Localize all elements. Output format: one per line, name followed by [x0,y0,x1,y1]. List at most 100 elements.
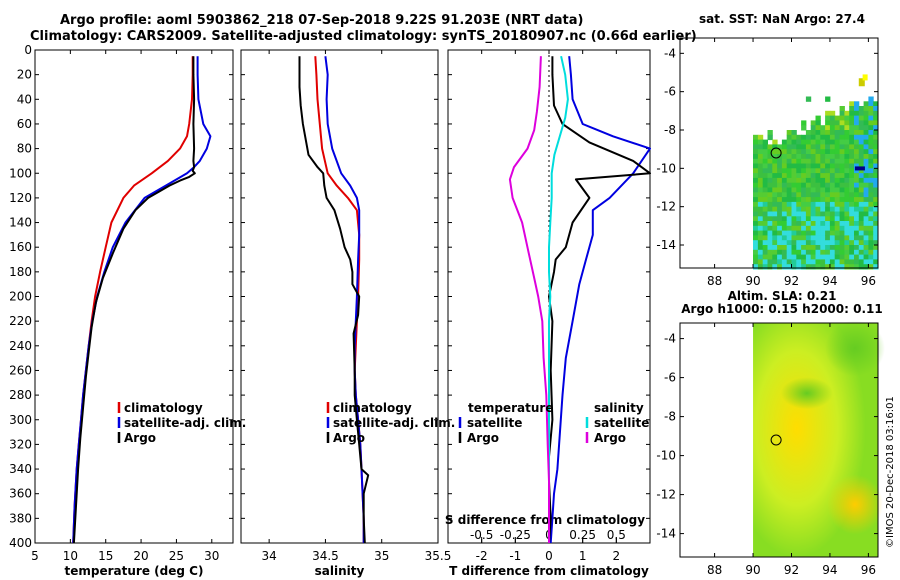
sst-cell [834,154,840,160]
sst-cell [863,259,869,265]
sst-cell [757,154,764,160]
sst-cell [829,182,836,188]
sst-cell [844,249,850,256]
sst-cell [810,149,816,155]
sst-cell [781,163,788,169]
sst-cell [825,254,831,260]
sst-cell [781,177,788,184]
sst-cell [829,249,836,256]
sst-cell [805,221,812,227]
sst-cell [849,139,855,145]
sst-cell [873,139,879,145]
sst-cell [815,245,821,251]
sst-cell [820,249,826,256]
sst-cell [820,144,826,150]
sst-cell [839,235,845,241]
sst-cell [777,259,783,265]
sst-cell [772,158,778,165]
sst-cell [757,201,764,208]
sst-cell [863,173,869,179]
sst-cell [757,168,764,174]
sst-cell [839,192,845,198]
sla_map-xtick-label: 96 [861,563,876,577]
sst-cell [772,192,778,198]
sst-cell [805,177,812,184]
sst-cell [762,154,768,160]
sst-cell [762,192,768,198]
sst-cell [781,240,788,246]
sla_map-ytick-label: -10 [656,449,676,463]
sst-cell [863,130,869,136]
sst-cell [772,254,778,260]
sst-cell [791,259,797,265]
sst-cell [834,125,840,131]
sst-cell [820,230,826,236]
sla-blob [780,377,833,410]
sst-cell [791,192,797,198]
sst-cell [844,221,850,227]
sst-cell [873,149,879,155]
sst-cell [753,254,759,260]
sst-cell [829,168,836,174]
sst-cell [815,187,821,193]
sst-cell [796,197,802,203]
sst-cell [873,110,879,117]
sst-cell [781,225,788,232]
sst-cell [786,259,792,265]
difference-legend-label: satellite [467,416,522,430]
salinity-xtick-label: 35 [374,549,389,563]
sla-blob [826,474,883,535]
sst-cell [777,235,783,241]
sst-cell [863,245,869,251]
sst-cell [820,197,826,203]
sst-cell [863,254,869,260]
sst-cell [791,264,797,270]
sst-cell [767,177,773,184]
sst-cell [815,235,821,241]
sst-cell [834,144,840,150]
sst-cell [786,221,792,227]
sst-cell [825,173,831,179]
sst-cell [858,163,865,169]
sst-cell [844,245,850,251]
sst-cell [863,134,869,141]
sst-cell [772,177,778,184]
sst-cell [858,264,865,270]
sst-cell [777,264,783,270]
sst-cell [805,225,812,232]
sst-cell [834,197,840,203]
sst-cell [805,96,812,102]
sst-cell [791,154,797,160]
sst-cell [772,211,778,217]
difference-xtick-label: 0 [545,549,553,563]
sst-cell [767,259,773,265]
sst-cell [796,254,802,260]
sst-cell [781,187,788,193]
sst-cell [791,225,797,232]
sst-cell [777,211,783,217]
sst-cell [825,206,831,212]
sst-cell [820,254,826,260]
sst-cell [839,230,845,236]
sst-cell [849,158,855,165]
sst-cell [858,173,865,179]
sst-cell [772,201,778,208]
sst-cell [849,240,855,246]
sst-cell [873,163,879,169]
sst-cell [767,216,773,222]
sst-cell [796,225,802,232]
sst-cell [767,149,773,155]
sst-cell [834,177,840,184]
sst-cell [844,144,850,150]
sst-cell [829,245,836,251]
sst-cell [815,120,821,126]
sst-cell [781,139,788,145]
sst-cell [844,163,850,169]
sst-cell [829,120,836,126]
figure-title-line2: Climatology: CARS2009. Satellite-adjuste… [30,29,697,44]
sst-cell [820,149,826,155]
sst-cell [873,240,879,246]
sst-cell [858,144,865,150]
sst-cell [810,235,816,241]
sst-cell [868,197,874,203]
